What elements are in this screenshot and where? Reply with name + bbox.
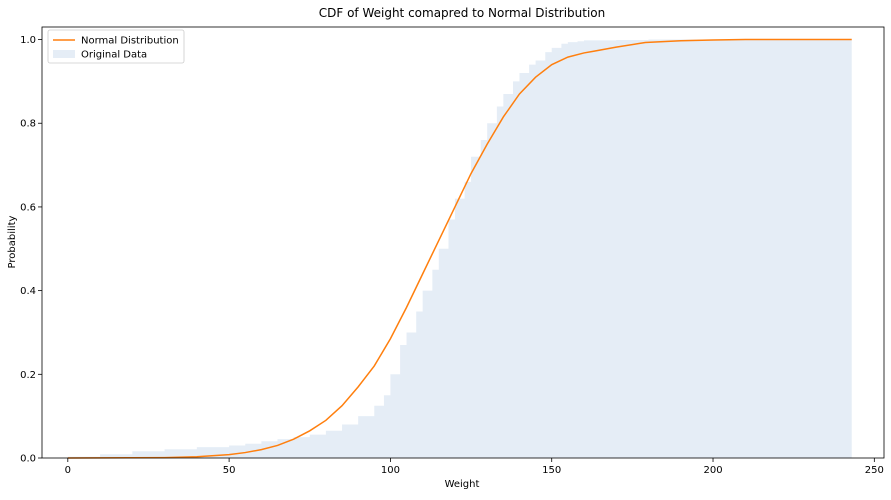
plot-area bbox=[67, 38, 852, 459]
y-tick-label: 0.8 bbox=[20, 119, 36, 130]
axes-frame bbox=[41, 26, 885, 459]
y-tick-label: 0.0 bbox=[20, 454, 36, 465]
x-tick-label: 100 bbox=[381, 465, 400, 476]
y-tick-label: 0.6 bbox=[20, 202, 36, 213]
y-tick-label: 1.0 bbox=[20, 35, 36, 46]
legend-swatch-original-data bbox=[53, 50, 75, 58]
x-tick-label: 0 bbox=[65, 465, 71, 476]
x-axis-label: Weight bbox=[445, 479, 480, 490]
legend-box bbox=[47, 29, 185, 64]
legend-label: Original Data bbox=[81, 50, 147, 61]
series-original-data-area bbox=[67, 39, 852, 458]
x-tick-label: 250 bbox=[865, 465, 884, 476]
x-tick-label: 50 bbox=[223, 465, 236, 476]
x-tick-label: 200 bbox=[703, 465, 722, 476]
y-tick-label: 0.2 bbox=[20, 370, 36, 381]
legend: Normal Distribution Original Data bbox=[47, 29, 185, 64]
y-tick-label: 0.4 bbox=[20, 286, 36, 297]
legend-label: Normal Distribution bbox=[81, 36, 179, 47]
chart-title: CDF of Weight comapred to Normal Distrib… bbox=[319, 6, 606, 20]
y-axis-label: Probability bbox=[7, 215, 18, 268]
axes: 0 50 100 150 200 250 0.0 0.2 0.4 0.6 0.8 1.0 bbox=[20, 26, 885, 476]
series-normal-distribution-line bbox=[67, 38, 852, 459]
x-tick-label: 150 bbox=[542, 465, 561, 476]
